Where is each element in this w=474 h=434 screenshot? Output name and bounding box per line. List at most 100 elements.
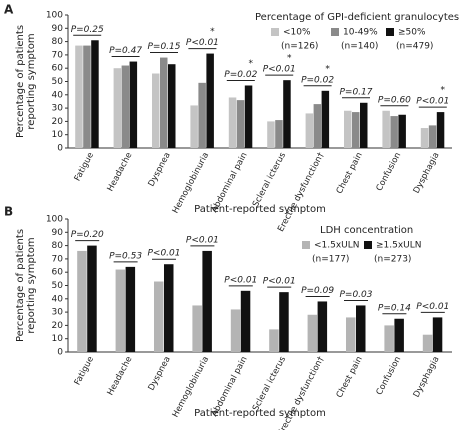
bar <box>228 97 237 148</box>
x-tick-label: Fatigue <box>73 151 96 183</box>
y-tick-label: 20 <box>52 117 64 127</box>
p-value: P=0.20 <box>71 230 104 240</box>
y-tick-label: 0 <box>57 144 63 154</box>
bar <box>244 85 253 148</box>
y-tick-label: 100 <box>46 215 63 225</box>
y-tick-label: 100 <box>46 11 63 21</box>
bar <box>422 334 433 352</box>
bar <box>398 114 406 148</box>
p-value: P<0.01 <box>147 249 180 259</box>
bar <box>236 100 245 148</box>
bar <box>384 325 394 352</box>
y-tick-label: 10 <box>52 334 64 344</box>
x-tick-label: Scleral icterus <box>251 150 288 208</box>
bar <box>164 264 174 352</box>
x-tick-label: Headache <box>106 355 135 397</box>
legend-label: <10% <box>283 28 311 38</box>
x-tick-label: Scleral icterus <box>251 354 288 412</box>
panel-label: B <box>4 205 13 219</box>
bar <box>129 61 138 148</box>
bar <box>436 112 445 148</box>
bar <box>154 281 164 352</box>
y-tick-label: 30 <box>52 308 64 318</box>
bar <box>313 104 322 148</box>
significance-star: * <box>287 54 292 64</box>
p-value: P<0.01 <box>263 277 296 287</box>
p-value: P=0.53 <box>109 251 142 261</box>
p-value: P=0.60 <box>378 95 411 105</box>
p-value: P<0.01 <box>263 65 296 75</box>
p-value: P<0.01 <box>186 235 219 245</box>
bar <box>283 80 291 148</box>
legend-n: (n=479) <box>396 42 433 52</box>
x-tick-label: Confusion <box>375 151 404 193</box>
bar <box>192 305 202 352</box>
y-axis-label: reporting symptom <box>26 237 37 333</box>
p-value: P=0.14 <box>378 303 411 313</box>
y-tick-label: 90 <box>52 228 64 238</box>
y-tick-label: 70 <box>52 50 64 60</box>
y-tick-label: 0 <box>57 348 63 358</box>
bar <box>91 40 99 148</box>
bar <box>152 73 160 148</box>
p-value: P=0.17 <box>339 87 372 97</box>
legend-swatch <box>302 241 310 249</box>
y-tick-label: 90 <box>52 24 64 34</box>
bar <box>317 301 328 352</box>
y-tick-label: 70 <box>52 254 64 264</box>
y-tick-label: 40 <box>52 90 64 100</box>
legend-label: ≥1.5xULN <box>376 241 422 251</box>
x-tick-label: Dysphagia <box>412 151 442 195</box>
bar <box>113 68 122 148</box>
p-value: P<0.01 <box>186 38 219 48</box>
p-value: P=0.25 <box>71 25 104 35</box>
bar <box>125 266 136 352</box>
x-tick-label: Headache <box>106 151 135 193</box>
bar <box>198 82 206 148</box>
bar <box>121 65 130 148</box>
p-value: P<0.01 <box>416 97 449 107</box>
y-tick-label: 60 <box>52 64 64 74</box>
p-value: P=0.09 <box>301 286 334 296</box>
legend-n: (n=140) <box>341 42 378 52</box>
bar <box>160 57 168 149</box>
bar <box>230 309 241 352</box>
bar <box>279 292 289 352</box>
x-tick-label: Dyspnea <box>147 355 173 393</box>
bar <box>382 110 390 148</box>
x-tick-label: Chest pain <box>335 355 365 400</box>
bar <box>83 45 91 149</box>
bar <box>390 116 398 148</box>
bar <box>275 120 283 148</box>
p-value: P=0.03 <box>339 290 372 300</box>
bar <box>428 125 437 148</box>
bar <box>168 64 176 148</box>
x-tick-label: Confusion <box>375 355 404 397</box>
y-tick-label: 80 <box>52 241 64 251</box>
bar <box>344 110 352 148</box>
significance-star: * <box>441 86 446 96</box>
legend-label: 10-49% <box>343 28 378 38</box>
x-tick-label: Dyspnea <box>147 151 173 189</box>
legend-label: <1.5xULN <box>314 241 360 251</box>
bar <box>202 250 212 352</box>
significance-star: * <box>325 64 330 74</box>
y-tick-label: 60 <box>52 268 64 278</box>
y-tick-label: 80 <box>52 37 64 47</box>
bar <box>75 45 83 149</box>
p-value: P=0.15 <box>147 42 180 52</box>
legend-label: ≥50% <box>398 28 426 38</box>
legend-title: LDH concentration <box>320 225 413 236</box>
bar <box>77 250 87 352</box>
p-value: P<0.01 <box>416 302 449 312</box>
bar <box>352 112 360 148</box>
x-tick-label: Dysphagia <box>412 355 442 399</box>
legend-swatch <box>386 28 394 36</box>
bar <box>394 318 404 352</box>
significance-star: * <box>210 27 215 37</box>
p-value: P=0.47 <box>109 46 142 56</box>
bar <box>240 290 251 352</box>
bar <box>321 90 330 148</box>
bar <box>115 269 126 352</box>
y-tick-label: 50 <box>52 281 64 291</box>
